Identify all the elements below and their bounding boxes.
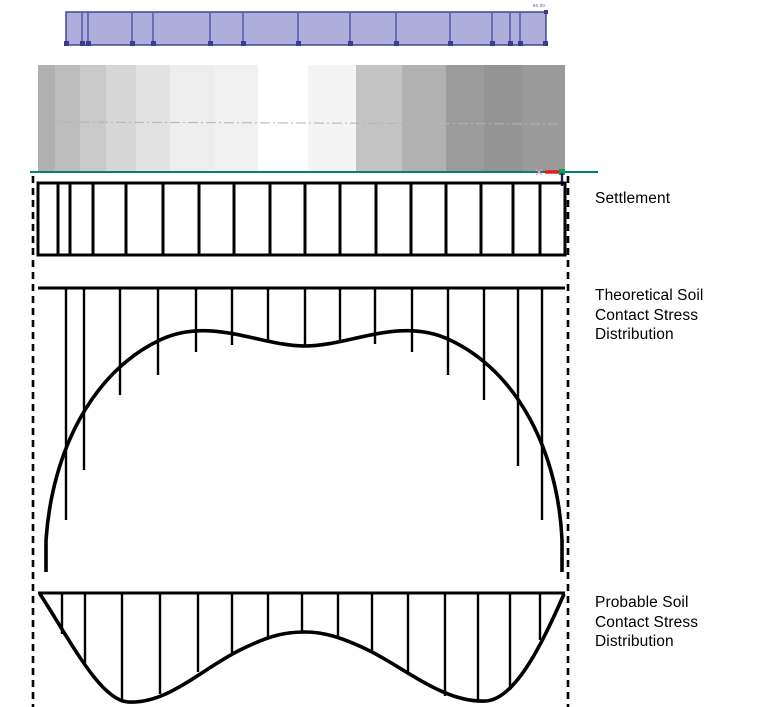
stress-band-segment xyxy=(356,65,402,172)
settlement-outline xyxy=(36,181,567,257)
theoretical-soil-contact-stress-distribution xyxy=(38,286,565,572)
stress-band-segment xyxy=(38,65,55,172)
theoretical-hatch-lines xyxy=(64,289,544,520)
theoretical-label-line1: Theoretical Soil xyxy=(595,287,704,304)
probable-label-line3: Distribution xyxy=(595,633,674,651)
probable-label-line1: Probable Soil xyxy=(595,594,689,611)
stress-band-segment xyxy=(484,65,522,172)
band-centerline xyxy=(43,121,561,125)
beam-column-lines xyxy=(81,12,521,45)
stress-band-segment xyxy=(402,65,446,172)
probable-label-line2: Contact Stress xyxy=(595,613,699,631)
stress-band-segment xyxy=(80,65,106,172)
settlement-distribution xyxy=(36,181,567,257)
probable-soil-contact-stress-distribution xyxy=(38,591,566,704)
probable-hatch-lines xyxy=(60,594,542,702)
stress-band-segment xyxy=(136,65,170,172)
reaction-cross-icon xyxy=(535,168,543,176)
structural-frame-beam xyxy=(64,10,548,46)
theoretical-label-line2: Contact Stress xyxy=(595,306,699,324)
foundation-edge-dashed-lines xyxy=(31,176,570,707)
stress-band-segment xyxy=(55,65,80,172)
probable-stress-curve xyxy=(38,593,566,704)
settlement-hatch-lines xyxy=(56,184,542,254)
stress-band-segment xyxy=(170,65,214,172)
stress-band-segment xyxy=(214,65,258,172)
stress-band-segment xyxy=(446,65,484,172)
theoretical-label: Theoretical Soil Contact Stress Distributi… xyxy=(595,286,703,345)
beam-body xyxy=(65,11,547,46)
grayscale-stress-contour-band xyxy=(38,65,565,172)
beam-end-dimension-label: 50.00 xyxy=(533,3,545,8)
stress-band-segment xyxy=(258,65,308,172)
probable-label: Probable Soil Contact Stress Distribution xyxy=(595,593,698,652)
beam-end-node xyxy=(544,10,548,14)
beam-support-nodes xyxy=(64,41,548,46)
reaction-green-node xyxy=(559,169,565,175)
theoretical-label-line3: Distribution xyxy=(595,326,674,344)
stress-band-segment xyxy=(106,65,136,172)
stress-band-segment xyxy=(308,65,356,172)
stress-band-segment xyxy=(522,65,565,172)
settlement-label: Settlement xyxy=(595,190,671,207)
